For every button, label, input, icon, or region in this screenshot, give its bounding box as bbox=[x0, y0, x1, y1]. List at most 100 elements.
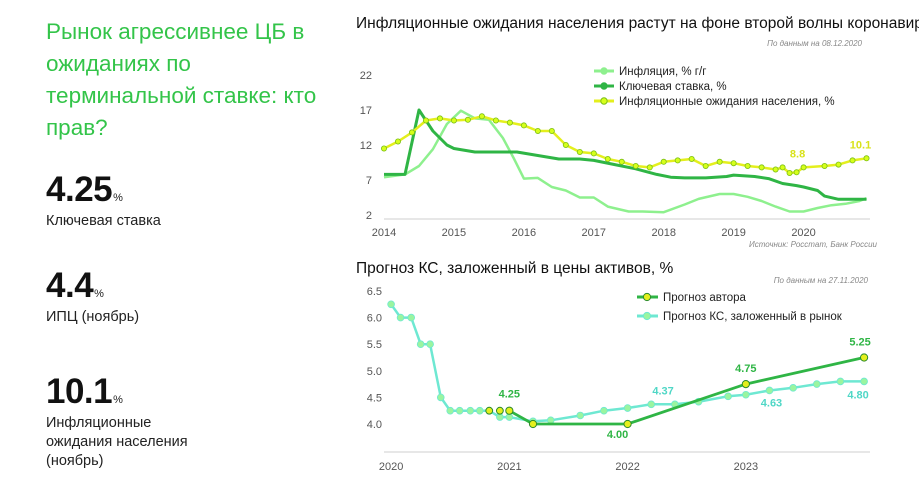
chart1-point bbox=[492, 117, 499, 124]
chart1-point bbox=[394, 138, 401, 145]
chart1-x-tick: 2016 bbox=[512, 227, 536, 239]
chart1-point bbox=[863, 155, 870, 162]
chart1-title: Инфляционные ожидания населения растут н… bbox=[356, 15, 919, 32]
stat-inflation-expectations: 10.1% Инфляционные ожидания населения (н… bbox=[46, 372, 221, 471]
chart1-point bbox=[849, 157, 856, 164]
chart2-title: Прогноз КС, заложенный в цены активов, % bbox=[356, 260, 673, 277]
chart1-point bbox=[520, 122, 527, 129]
stat-unit: % bbox=[94, 288, 104, 300]
chart2-point bbox=[576, 411, 585, 420]
stat-label: Ключевая ставка bbox=[46, 213, 161, 229]
stat-label: ИПЦ (ноябрь) bbox=[46, 309, 140, 325]
chart2-point bbox=[455, 406, 464, 415]
chart1-point bbox=[408, 129, 415, 136]
chart1-y-tick: 17 bbox=[360, 105, 372, 117]
chart1-point bbox=[646, 164, 653, 171]
chart1-data-label: 8.8 bbox=[790, 148, 805, 160]
chart2-point bbox=[600, 406, 608, 415]
chart2-point bbox=[623, 404, 632, 412]
chart2-point bbox=[812, 380, 821, 388]
chart1-point bbox=[534, 127, 541, 134]
chart2-y-tick: 6.5 bbox=[367, 286, 382, 298]
chart1-point bbox=[562, 141, 569, 148]
chart1-legend-label: Инфляционные ожидания населения, % bbox=[619, 96, 835, 108]
chart1-x-tick: 2019 bbox=[721, 227, 745, 239]
chart1-point bbox=[821, 162, 828, 169]
chart1-point bbox=[660, 158, 667, 165]
chart2-point bbox=[623, 419, 632, 429]
stat-value: 4.4 bbox=[46, 266, 94, 305]
chart1-point bbox=[422, 117, 429, 124]
chart2-series-line bbox=[508, 356, 865, 426]
chart1-point bbox=[464, 116, 471, 123]
chart2-point bbox=[741, 380, 750, 389]
chart2-subtitle: По данным на 27.11.2020 bbox=[774, 276, 869, 285]
chart2-y-tick: 5.0 bbox=[367, 366, 382, 378]
chart2-point bbox=[446, 406, 455, 415]
chart1-legend-marker bbox=[600, 67, 608, 75]
stat-unit: % bbox=[113, 192, 123, 204]
chart1-y-tick: 12 bbox=[360, 140, 372, 152]
chart2-point bbox=[765, 386, 774, 395]
chart1-point bbox=[702, 162, 709, 169]
chart1-point bbox=[436, 115, 443, 122]
chart2-point bbox=[528, 419, 538, 429]
chart1-point bbox=[674, 157, 681, 164]
chart1-data-label: 10.1 bbox=[850, 139, 871, 151]
chart2-point bbox=[396, 313, 405, 322]
chart2-legend-label: Прогноз автора bbox=[663, 292, 747, 304]
chart1-point bbox=[730, 160, 737, 167]
chart1-point bbox=[618, 158, 625, 165]
chart1-legend-label: Ключевая ставка, % bbox=[619, 81, 727, 93]
chart1-x-tick: 2018 bbox=[651, 227, 675, 239]
chart2-legend-label: Прогноз КС, заложенный в рынок bbox=[663, 311, 843, 323]
chart2-data-label: 5.25 bbox=[849, 337, 870, 349]
chart2-y-tick: 4.0 bbox=[367, 419, 382, 431]
chart2-point bbox=[859, 353, 869, 362]
headline: Рынок агрессивнее ЦБ в ожиданиях по терм… bbox=[46, 19, 317, 140]
chart2-point bbox=[742, 390, 750, 399]
chart2-y-tick: 6.0 bbox=[367, 313, 382, 325]
chart1-subtitle: По данным на 08.12.2020 bbox=[767, 39, 862, 48]
stat-value: 10.1 bbox=[46, 372, 113, 411]
chart1-y-tick: 7 bbox=[366, 175, 372, 187]
chart2-y-tick: 5.5 bbox=[367, 339, 382, 351]
chart2-legend-marker bbox=[642, 311, 652, 321]
chart1-point bbox=[716, 158, 723, 165]
chart1-point bbox=[779, 164, 786, 171]
chart2-x-tick: 2021 bbox=[497, 461, 521, 473]
chart2-data-label: 4.75 bbox=[735, 363, 756, 375]
chart2-point bbox=[485, 406, 494, 415]
stat-cpi: 4.4% ИПЦ (ноябрь) bbox=[46, 266, 139, 327]
chart1-point bbox=[758, 164, 765, 171]
chart1-y-tick: 2 bbox=[366, 210, 372, 222]
chart1-legend-marker bbox=[600, 82, 608, 90]
chart1-series-line bbox=[384, 108, 867, 201]
stat-value: 4.25 bbox=[46, 170, 113, 209]
chart2-point bbox=[436, 393, 445, 402]
chart2-point bbox=[466, 406, 475, 415]
chart1-point bbox=[590, 150, 597, 157]
chart1-point bbox=[604, 155, 611, 162]
chart2-point bbox=[789, 384, 797, 392]
chart1-legend-label: Инфляция, % г/г bbox=[619, 66, 706, 78]
chart2-data-label: 4.63 bbox=[761, 397, 782, 409]
chart2-point bbox=[475, 406, 484, 415]
chart1-point bbox=[772, 166, 779, 173]
chart1-series-line bbox=[383, 109, 867, 214]
chart1-point bbox=[688, 155, 695, 162]
chart2-data-label: 4.80 bbox=[847, 389, 868, 401]
chart1-point bbox=[506, 119, 513, 126]
chart2-series-line bbox=[390, 303, 865, 423]
stat-label: Инфляционные ожидания населения (ноябрь) bbox=[46, 415, 188, 469]
chart2-x-tick: 2020 bbox=[379, 461, 403, 473]
chart1-point bbox=[450, 117, 457, 124]
chart2-data-label: 4.25 bbox=[499, 389, 520, 401]
chart1-x-tick: 2020 bbox=[791, 227, 815, 239]
stat-unit: % bbox=[113, 394, 123, 406]
chart1-source: Источник: Росстат, Банк России bbox=[749, 240, 878, 249]
chart1-point bbox=[548, 127, 555, 134]
chart2-point bbox=[407, 313, 415, 322]
chart2-y-tick: 4.5 bbox=[367, 392, 382, 404]
